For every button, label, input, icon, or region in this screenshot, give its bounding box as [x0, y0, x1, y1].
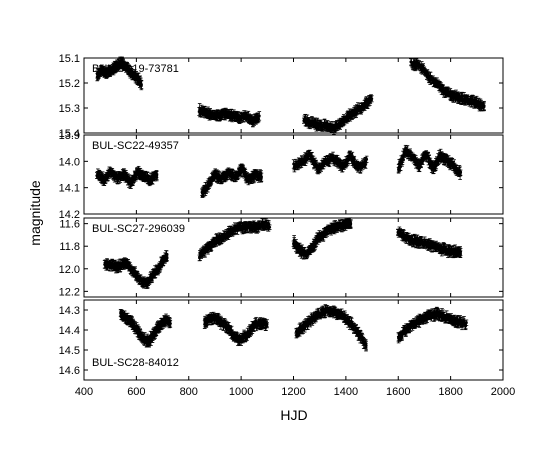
x-tick-label: 400	[75, 386, 93, 398]
y-tick-label: 15.4	[59, 128, 80, 140]
x-tick-label: 1200	[281, 386, 305, 398]
star-label: BUL-SC27-296039	[92, 223, 185, 235]
x-tick-label: 1800	[438, 386, 462, 398]
y-tick-label: 15.1	[59, 53, 80, 65]
x-axis-label: HJD	[280, 407, 307, 423]
x-tick-label: 1600	[386, 386, 410, 398]
panel-3: 11.6 11.8 12.0 12.2 BUL-SC27-296039	[59, 217, 504, 298]
panel-1: 15.1 15.2 15.3 15.4 BUL-SC19-73781	[59, 53, 504, 140]
data-point	[139, 80, 144, 91]
y-axis-label: magnitude	[27, 180, 43, 246]
y-tick-label: 14.6	[59, 365, 80, 377]
x-tick-label: 600	[127, 386, 145, 398]
star-label: BUL-SC28-84012	[92, 357, 179, 369]
x-tick-label: 1000	[229, 386, 253, 398]
y-tick-label: 14.4	[59, 325, 80, 337]
y-tick-label: 11.6	[59, 219, 80, 231]
y-tick-label: 12.0	[59, 264, 80, 276]
y-tick-label: 13.9	[59, 130, 80, 142]
y-tick-label: 15.3	[59, 103, 80, 115]
star-label: BUL-SC19-73781	[92, 63, 179, 75]
y-tick-label: 14.0	[59, 156, 80, 168]
y-tick-label: 12.2	[59, 286, 80, 298]
x-tick-label: 800	[180, 386, 198, 398]
panels-group: 15.1 15.2 15.3 15.4 BUL-SC19-73781 13.9 14.0 14…	[59, 53, 516, 398]
y-tick-label: 14.3	[59, 305, 80, 317]
y-tick-label: 14.5	[59, 345, 80, 357]
panel-4: 14.3 14.4 14.5 14.6 BUL-SC28-84012	[59, 299, 504, 381]
y-tick-label: 11.8	[59, 241, 80, 253]
y-tick-label: 15.2	[59, 78, 80, 90]
x-tick-label: 1400	[334, 386, 358, 398]
star-label: BUL-SC22-49357	[92, 140, 179, 152]
y-tick-label: 14.1	[59, 183, 80, 195]
x-tick-label: 2000	[491, 386, 515, 398]
